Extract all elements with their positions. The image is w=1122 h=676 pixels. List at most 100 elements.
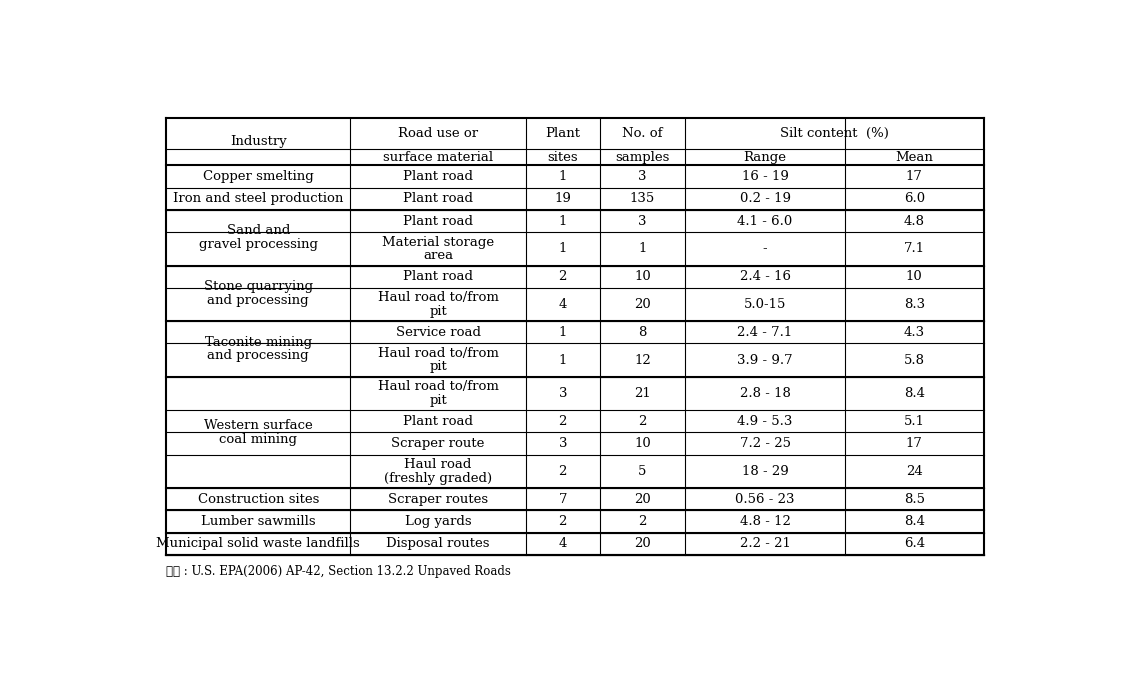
Text: Haul road: Haul road: [404, 458, 472, 471]
Text: 4.8: 4.8: [903, 214, 925, 228]
Text: pit: pit: [430, 360, 447, 373]
Text: 1: 1: [559, 326, 567, 339]
Text: surface material: surface material: [383, 151, 494, 164]
Text: 4.1 - 6.0: 4.1 - 6.0: [737, 214, 792, 228]
Text: (freshly graded): (freshly graded): [384, 472, 493, 485]
Text: 4.3: 4.3: [903, 326, 925, 339]
Text: 8: 8: [638, 326, 646, 339]
Text: area: area: [423, 249, 453, 262]
Text: gravel processing: gravel processing: [199, 238, 318, 251]
Text: Plant: Plant: [545, 126, 580, 140]
Text: Construction sites: Construction sites: [197, 493, 319, 506]
Text: 1: 1: [559, 170, 567, 183]
Text: Copper smelting: Copper smelting: [203, 170, 314, 183]
Text: 2: 2: [559, 415, 567, 428]
Text: Service road: Service road: [396, 326, 480, 339]
Text: Haul road to/from: Haul road to/from: [378, 380, 498, 393]
Text: Plant road: Plant road: [403, 415, 473, 428]
Text: Plant road: Plant road: [403, 170, 473, 183]
Text: Haul road to/from: Haul road to/from: [378, 347, 498, 360]
Text: 2: 2: [638, 415, 646, 428]
Text: Haul road to/from: Haul road to/from: [378, 291, 498, 304]
Text: 0.56 - 23: 0.56 - 23: [735, 493, 794, 506]
Text: 2: 2: [559, 465, 567, 478]
Text: Plant road: Plant road: [403, 270, 473, 283]
Text: -: -: [763, 242, 767, 256]
Text: and processing: and processing: [208, 349, 309, 362]
Text: 0.2 - 19: 0.2 - 19: [739, 192, 791, 206]
Text: 1: 1: [638, 242, 646, 256]
Text: 8.3: 8.3: [903, 298, 925, 311]
Text: 출저 : U.S. EPA(2006) AP-42, Section 13.2.2 Unpaved Roads: 출저 : U.S. EPA(2006) AP-42, Section 13.2.…: [166, 565, 512, 578]
Text: 2.4 - 7.1: 2.4 - 7.1: [737, 326, 792, 339]
Text: Stone quarrying: Stone quarrying: [204, 280, 313, 293]
Text: Silt content  (%): Silt content (%): [780, 126, 889, 140]
Text: 21: 21: [634, 387, 651, 400]
Text: Mean: Mean: [895, 151, 934, 164]
Text: Scraper route: Scraper route: [392, 437, 485, 450]
Text: 20: 20: [634, 493, 651, 506]
Text: coal mining: coal mining: [219, 433, 297, 445]
Text: 5: 5: [638, 465, 646, 478]
Text: 17: 17: [905, 437, 922, 450]
Text: 5.0-15: 5.0-15: [744, 298, 787, 311]
Text: 7.2 - 25: 7.2 - 25: [739, 437, 791, 450]
Text: 4.9 - 5.3: 4.9 - 5.3: [737, 415, 793, 428]
Text: pit: pit: [430, 393, 447, 407]
Text: 10: 10: [634, 437, 651, 450]
Text: 10: 10: [634, 270, 651, 283]
Text: Road use or: Road use or: [398, 126, 478, 140]
Text: 2: 2: [559, 515, 567, 528]
Text: 4: 4: [559, 298, 567, 311]
Text: Log yards: Log yards: [405, 515, 471, 528]
Text: 17: 17: [905, 170, 922, 183]
Text: 2.8 - 18: 2.8 - 18: [739, 387, 791, 400]
Text: 3.9 - 9.7: 3.9 - 9.7: [737, 354, 793, 366]
Text: 3: 3: [638, 214, 646, 228]
Text: 4: 4: [559, 537, 567, 550]
Text: 8.4: 8.4: [903, 387, 925, 400]
Text: Taconite mining: Taconite mining: [204, 336, 312, 349]
Text: 6.4: 6.4: [903, 537, 925, 550]
Text: 3: 3: [559, 437, 567, 450]
Text: 16 - 19: 16 - 19: [742, 170, 789, 183]
Text: 20: 20: [634, 298, 651, 311]
Text: 24: 24: [905, 465, 922, 478]
Text: Disposal routes: Disposal routes: [386, 537, 490, 550]
Text: 3: 3: [638, 170, 646, 183]
Text: 4.8 - 12: 4.8 - 12: [739, 515, 791, 528]
Text: pit: pit: [430, 305, 447, 318]
Text: 5.1: 5.1: [903, 415, 925, 428]
Text: 2: 2: [638, 515, 646, 528]
Text: and processing: and processing: [208, 293, 309, 307]
Text: 135: 135: [629, 192, 655, 206]
Text: 1: 1: [559, 214, 567, 228]
Text: 12: 12: [634, 354, 651, 366]
Text: No. of: No. of: [623, 126, 663, 140]
Text: 1: 1: [559, 354, 567, 366]
Text: 19: 19: [554, 192, 571, 206]
Text: Scraper routes: Scraper routes: [388, 493, 488, 506]
Text: Range: Range: [744, 151, 787, 164]
Text: 5.8: 5.8: [903, 354, 925, 366]
Text: 2.4 - 16: 2.4 - 16: [739, 270, 791, 283]
Text: Industry: Industry: [230, 135, 286, 148]
Text: Material storage: Material storage: [383, 235, 494, 249]
Text: Iron and steel production: Iron and steel production: [173, 192, 343, 206]
Text: 2: 2: [559, 270, 567, 283]
Text: 18 - 29: 18 - 29: [742, 465, 789, 478]
Text: 7.1: 7.1: [903, 242, 925, 256]
Text: 6.0: 6.0: [903, 192, 925, 206]
Text: 10: 10: [905, 270, 922, 283]
Text: 20: 20: [634, 537, 651, 550]
Text: 8.4: 8.4: [903, 515, 925, 528]
Text: Sand and: Sand and: [227, 224, 289, 237]
Text: Western surface: Western surface: [204, 419, 313, 432]
Text: 3: 3: [559, 387, 567, 400]
Text: samples: samples: [615, 151, 670, 164]
Text: sites: sites: [548, 151, 578, 164]
Text: 1: 1: [559, 242, 567, 256]
Text: 2.2 - 21: 2.2 - 21: [739, 537, 791, 550]
Text: 8.5: 8.5: [903, 493, 925, 506]
Text: Lumber sawmills: Lumber sawmills: [201, 515, 315, 528]
